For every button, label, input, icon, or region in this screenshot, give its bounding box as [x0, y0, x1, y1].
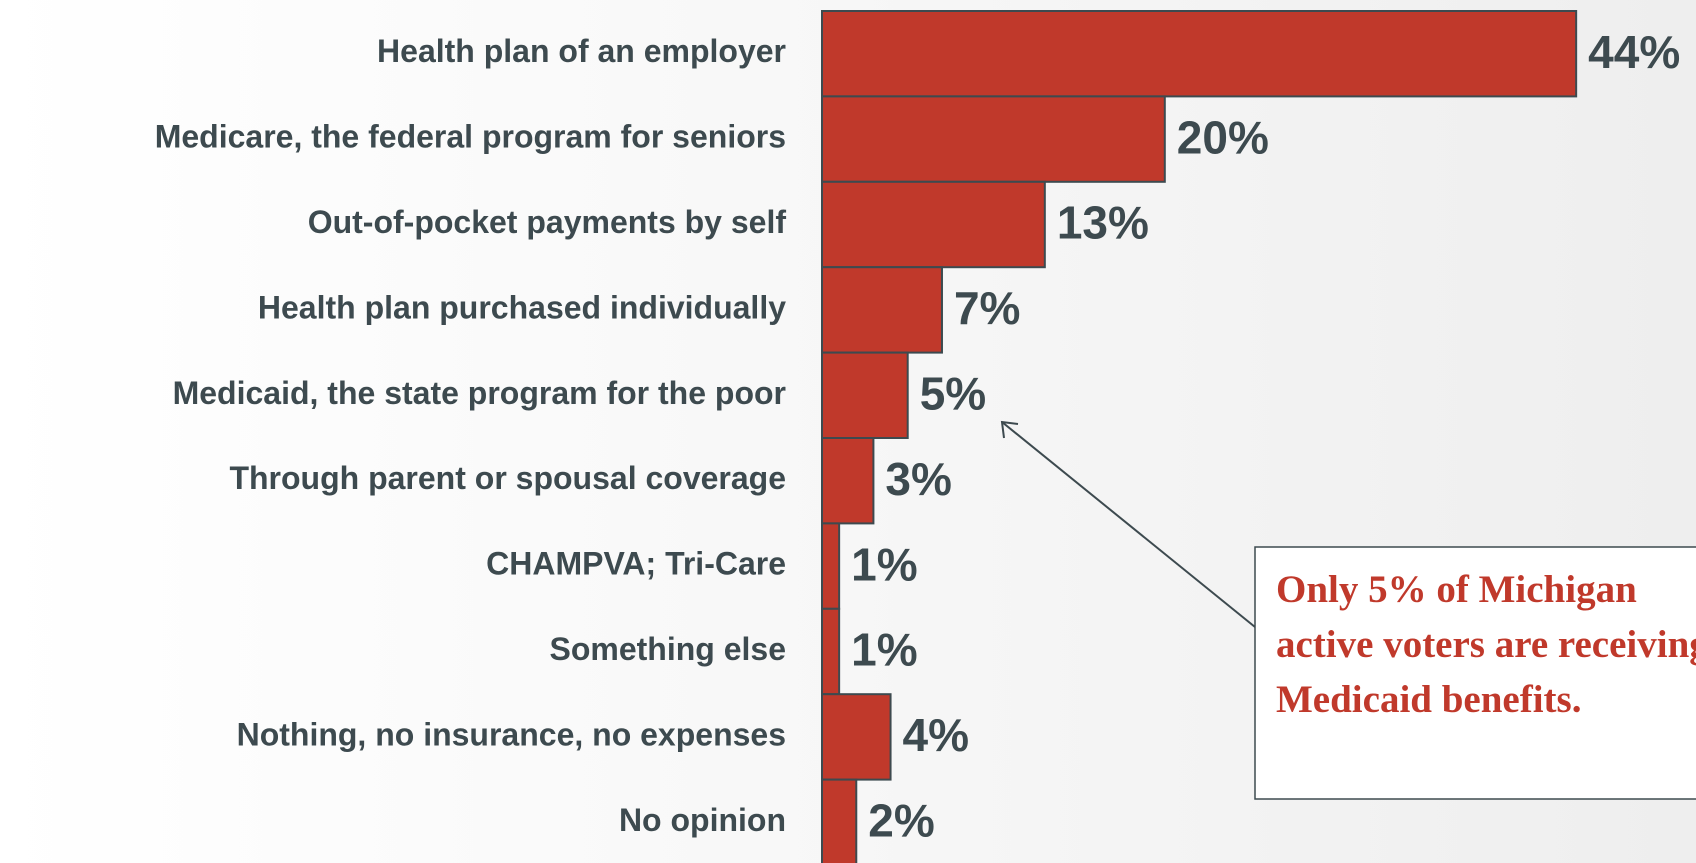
- category-label: Something else: [550, 631, 787, 667]
- value-label: 44%: [1588, 26, 1680, 78]
- bar: [821, 351, 909, 440]
- value-label: 2%: [868, 794, 934, 846]
- bar: [821, 95, 1166, 183]
- category-label: No opinion: [619, 802, 786, 838]
- category-label: Health plan of an employer: [377, 33, 786, 69]
- category-label: Through parent or spousal coverage: [229, 460, 786, 496]
- value-label: 13%: [1057, 197, 1149, 249]
- annotation: Only 5% of Michigan active voters are re…: [1276, 568, 1696, 721]
- value-label: 7%: [954, 282, 1020, 334]
- value-label: 4%: [903, 709, 969, 761]
- bar: [821, 522, 841, 610]
- value-label: 3%: [885, 453, 951, 505]
- bar: [821, 693, 892, 781]
- bar: [821, 180, 1046, 269]
- value-label: 1%: [851, 624, 917, 676]
- category-label: CHAMPVA; Tri-Care: [486, 546, 786, 582]
- category-label: Health plan purchased individually: [258, 289, 786, 325]
- bar: [821, 266, 943, 354]
- annotation-box: [1254, 546, 1696, 800]
- bar: [821, 778, 858, 863]
- value-label: 20%: [1177, 111, 1269, 163]
- annotation-wrap: Only 5% of Michigan active voters are re…: [1276, 568, 1696, 721]
- category-label: Out-of-pocket payments by self: [308, 204, 787, 240]
- bar: [821, 437, 875, 525]
- category-label: Nothing, no insurance, no expenses: [237, 716, 786, 752]
- arrow: [1001, 421, 1256, 628]
- value-label: 1%: [851, 538, 917, 590]
- arrow-head: [1000, 420, 1019, 439]
- value-label: 5%: [920, 367, 986, 419]
- bar: [821, 10, 1578, 98]
- category-label: Medicaid, the state program for the poor: [173, 375, 786, 411]
- bar: [821, 607, 841, 696]
- category-label: Medicare, the federal program for senior…: [155, 119, 786, 155]
